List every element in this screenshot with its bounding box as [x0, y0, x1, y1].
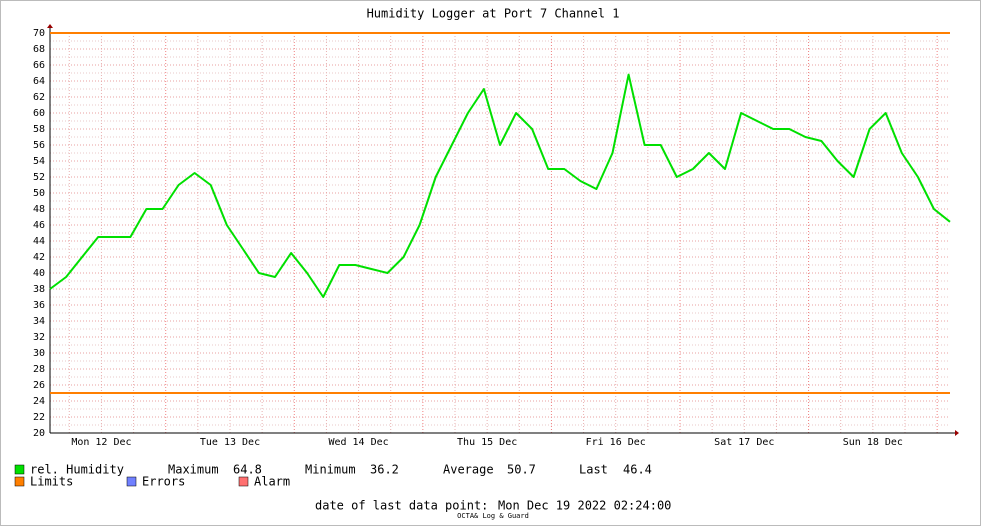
y-tick-label: 26	[33, 380, 45, 391]
stat-value: 46.4	[623, 463, 652, 477]
stat-label: Last	[579, 463, 608, 477]
y-tick-label: 58	[33, 124, 45, 135]
x-tick-label: Thu 15 Dec	[457, 437, 517, 448]
y-tick-label: 70	[33, 28, 45, 39]
x-tick-label: Mon 12 Dec	[71, 437, 131, 448]
y-tick-label: 20	[33, 428, 45, 439]
y-tick-label: 44	[33, 236, 45, 247]
y-tick-label: 64	[33, 76, 45, 87]
y-tick-label: 24	[33, 396, 45, 407]
axis-arrow	[47, 24, 53, 28]
stat-value: 64.8	[233, 463, 262, 477]
y-tick-label: 38	[33, 284, 45, 295]
y-tick-label: 30	[33, 348, 45, 359]
y-tick-label: 54	[33, 156, 45, 167]
y-tick-label: 52	[33, 172, 45, 183]
y-tick-label: 60	[33, 108, 45, 119]
y-tick-label: 68	[33, 44, 45, 55]
stat-value: 36.2	[370, 463, 399, 477]
y-tick-label: 62	[33, 92, 45, 103]
stat-label: Maximum	[168, 463, 219, 477]
stat-label: Minimum	[305, 463, 356, 477]
x-tick-label: Sun 18 Dec	[843, 437, 903, 448]
y-tick-label: 42	[33, 252, 45, 263]
last-point-label: date of last data point:	[315, 499, 488, 513]
axis-arrow	[955, 430, 959, 436]
stat-value: 50.7	[507, 463, 536, 477]
stat-label: Average	[443, 463, 494, 477]
y-tick-label: 46	[33, 220, 45, 231]
x-tick-label: Fri 16 Dec	[586, 437, 646, 448]
legend-swatch	[126, 476, 137, 487]
series-line	[49, 73, 951, 298]
legend-label: Errors	[142, 475, 185, 489]
legend-label: rel. Humidity	[30, 463, 124, 477]
y-tick-label: 32	[33, 332, 45, 343]
legend-swatch	[238, 476, 249, 487]
y-tick-label: 48	[33, 204, 45, 215]
x-tick-label: Tue 13 Dec	[200, 437, 260, 448]
legend-label: Alarm	[254, 475, 290, 489]
last-point: Mon Dec 19 2022 02:24:00	[498, 499, 671, 513]
legend-label: Limits	[30, 475, 73, 489]
y-tick-label: 22	[33, 412, 45, 423]
legend-swatch	[14, 464, 25, 475]
chart-title: Humidity Logger at Port 7 Channel 1	[367, 7, 620, 21]
y-tick-label: 40	[33, 268, 45, 279]
x-tick-label: Wed 14 Dec	[328, 437, 388, 448]
x-tick-label: Sat 17 Dec	[714, 437, 774, 448]
y-tick-label: 36	[33, 300, 45, 311]
y-tick-label: 66	[33, 60, 45, 71]
legend-swatch	[14, 476, 25, 487]
y-tick-label: 28	[33, 364, 45, 375]
y-tick-label: 34	[33, 316, 45, 327]
y-tick-label: 50	[33, 188, 45, 199]
footer: OCTA& Log & Guard	[457, 512, 529, 520]
y-tick-label: 56	[33, 140, 45, 151]
